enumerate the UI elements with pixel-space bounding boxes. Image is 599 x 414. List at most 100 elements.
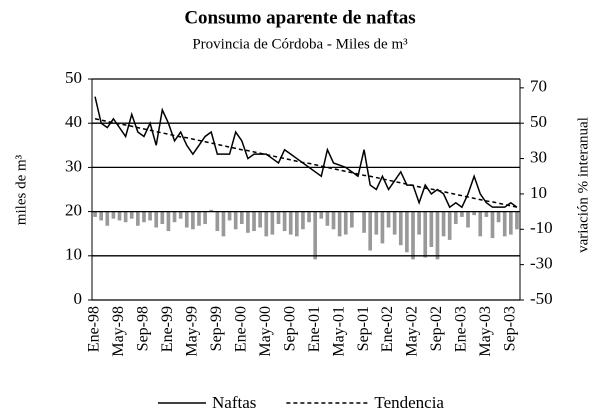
bar [282,211,287,232]
bar [111,211,116,219]
bar [447,211,452,240]
bar [350,211,354,228]
x-tick-label: May-03 [477,306,494,357]
bar [184,211,189,228]
bar [117,211,122,221]
bar [417,211,421,235]
bar [380,211,385,244]
bar [362,211,366,233]
y2-tick-label: 70 [530,77,547,96]
bar [252,211,256,232]
bar [411,211,415,260]
x-tick-label: Sep-98 [135,306,152,351]
bar [319,211,324,219]
bar [429,211,434,247]
y-tick-label: 30 [65,156,82,175]
bar [264,211,269,237]
bar [496,211,501,223]
bar [148,211,152,221]
bar [368,211,373,251]
bar [398,211,403,246]
y2-axis-label: variación % interanual [575,117,591,253]
bar [453,211,458,224]
chart-title: Consumo aparente de naftas [184,7,415,28]
y2-tick-label: -50 [530,289,553,308]
bar [460,211,464,217]
x-tick-label: Sep-00 [281,306,298,351]
x-tick-label: Ene-00 [232,306,249,352]
chart-subtitle: Provincia de Córdoba - Miles de m³ [192,36,408,52]
bar [160,211,165,224]
bar [276,211,281,224]
bar [105,211,110,226]
bar [172,211,177,223]
bar [466,211,470,228]
bar [123,211,128,223]
bar [191,211,195,230]
bar [343,211,348,235]
bar [337,211,342,237]
x-tick-label: Ene-99 [159,306,176,352]
x-tick-label: May-00 [257,306,274,357]
bar [246,211,250,233]
x-tick-label: May-98 [110,306,127,357]
y2-tick-label: 30 [530,147,547,166]
x-tick-label: Sep-01 [355,306,372,351]
x-tick-label: Sep-03 [502,306,519,351]
bar [490,211,495,239]
y-axis-label: miles de m³ [13,154,29,225]
bar [99,211,104,221]
bar [423,211,428,258]
bar [142,211,146,223]
line [94,118,518,208]
bar [233,211,238,230]
bar [136,211,140,226]
bar [435,211,440,260]
bar [301,211,305,230]
bar [215,211,220,232]
bar [270,211,275,235]
bar [221,211,226,237]
y2-tick-label: 50 [530,112,547,131]
bar [392,211,397,235]
bar [288,211,293,235]
bar [508,211,513,235]
bar [502,211,507,237]
bar [166,211,171,232]
legend-label: Tendencia [374,393,444,412]
bar [484,211,489,217]
bar [386,211,391,228]
y-tick-label: 40 [65,112,82,131]
bar [307,211,311,223]
bar [478,211,483,237]
x-tick-label: Ene-01 [306,306,323,352]
x-tick-label: Ene-02 [379,306,396,352]
x-tick-label: Ene-03 [453,306,470,352]
bar [258,211,262,228]
y2-tick-label: -30 [530,254,553,273]
x-tick-label: May-99 [184,306,201,357]
bar [374,211,379,235]
bar [154,211,159,228]
y2-tick-label: -10 [530,218,553,237]
bar [331,211,336,230]
bar [129,211,134,219]
bar [441,211,446,237]
y-tick-label: 50 [65,68,82,87]
legend-label: Naftas [212,393,256,412]
x-tick-label: May-01 [330,306,347,357]
bar [294,211,299,237]
bar [472,211,476,216]
x-tick-label: Sep-02 [428,306,445,351]
y-tick-label: 10 [65,245,82,264]
bar [515,211,519,230]
line [94,96,518,209]
bar [203,211,207,224]
bar [239,211,244,224]
bar [325,211,330,226]
bar [405,211,409,253]
bar [178,211,183,219]
bar [313,211,318,260]
x-tick-label: Sep-99 [208,306,225,351]
